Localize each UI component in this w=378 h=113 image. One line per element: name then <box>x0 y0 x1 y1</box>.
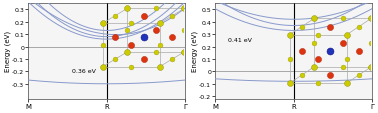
Text: 0.36 eV: 0.36 eV <box>72 68 96 73</box>
Y-axis label: Energy (eV): Energy (eV) <box>4 31 11 72</box>
Text: 0.41 eV: 0.41 eV <box>228 38 252 43</box>
Y-axis label: Energy (eV): Energy (eV) <box>191 31 198 72</box>
